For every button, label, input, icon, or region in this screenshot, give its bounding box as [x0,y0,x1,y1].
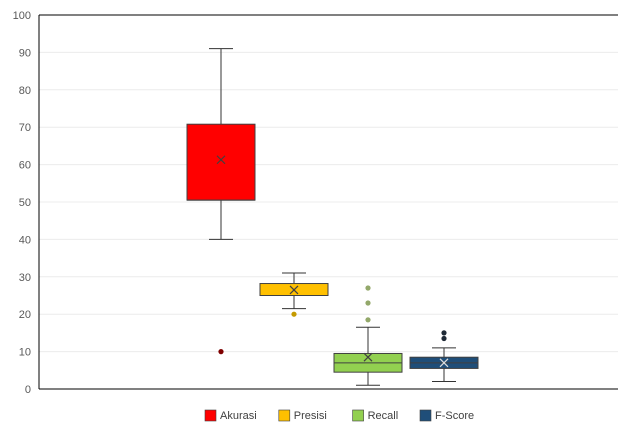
legend-label: Presisi [294,410,327,422]
box-akurasi [186,48,256,355]
legend-label: Recall [368,410,399,422]
outlier-point [441,335,447,342]
legend-item: Presisi [278,409,327,422]
box-presisi [259,272,329,317]
mean-marker [439,358,449,368]
outlier-point [218,349,224,355]
y-tick-label: 0 [25,384,31,396]
y-tick-label: 80 [19,85,31,97]
legend-item: Recall [352,409,399,422]
box-body [186,123,256,201]
y-tick-label: 90 [19,47,31,59]
grid-layer [39,14,618,353]
box-recall [333,285,403,386]
mean-marker [363,352,373,362]
outlier-point [365,317,371,323]
y-tick-label: 10 [19,347,31,359]
legend-swatch [204,409,217,422]
y-tick-label: 30 [19,272,31,284]
legend-item: Akurasi [204,409,257,422]
y-tick-label: 40 [19,234,31,246]
outlier-point [365,300,371,306]
y-axis: 0 10 20 30 40 50 60 70 80 90 100 [13,10,618,396]
box-f-score [409,330,479,383]
y-tick-label: 100 [13,10,31,22]
legend-label: F-Score [435,410,474,422]
y-tick-label: 70 [19,122,31,134]
y-tick-label: 50 [19,197,31,209]
mean-marker [216,155,226,165]
outlier-point [365,285,371,291]
legend-swatch [352,409,364,422]
y-tick-label: 20 [19,309,31,321]
outlier-point [441,330,447,336]
legend-label: Akurasi [220,410,257,422]
y-tick-label: 60 [19,160,31,172]
legend-item: F-Score [419,409,474,422]
outlier-point [291,311,297,317]
mean-marker [289,285,299,295]
legend: Akurasi Presisi Recall F-Score [204,409,474,422]
legend-swatch [278,409,291,422]
legend-swatch [419,409,432,422]
plot-area [186,48,479,386]
